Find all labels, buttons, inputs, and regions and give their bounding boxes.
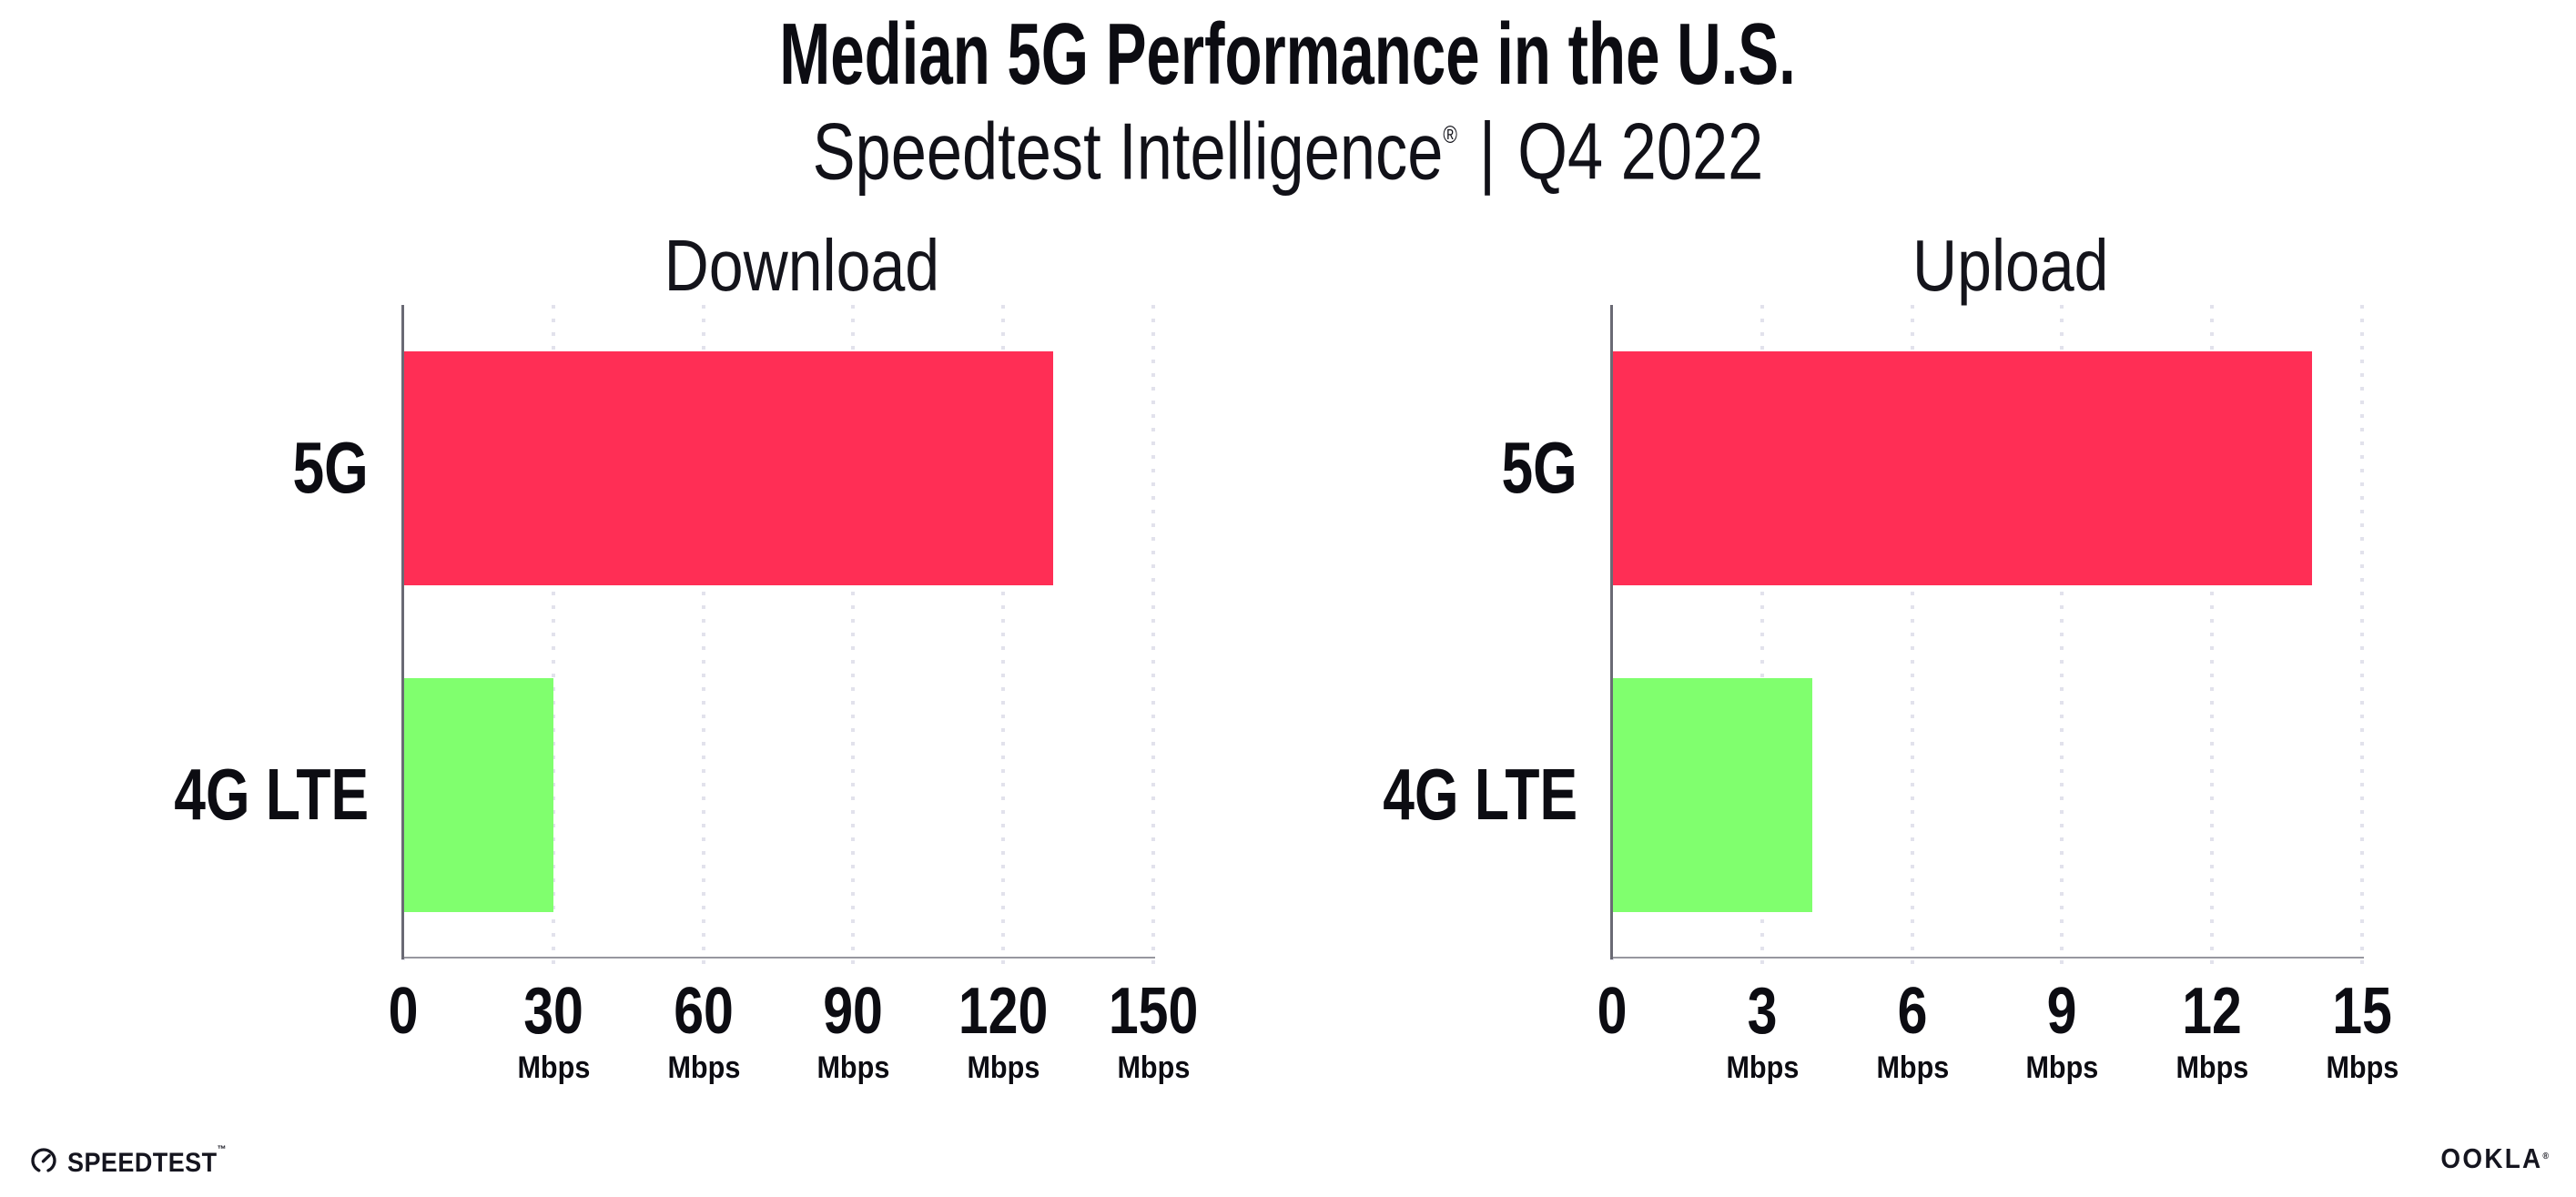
x-tick-unit-150: Mbps [1117, 1050, 1190, 1085]
download-chart: Download 0 30 Mbps 60 Mbps 90 Mbps 120 Mbps 150 Mb… [174, 0, 1268, 1197]
y-axis-line [401, 305, 404, 959]
x-tick-label-12: 12 [2182, 975, 2242, 1048]
x-tick-unit-30: Mbps [517, 1050, 590, 1085]
speedtest-logo: SPEEDTEST™ [29, 1140, 244, 1182]
speedtest-wordmark: SPEEDTEST™ [67, 1143, 227, 1178]
category-label-5g: 5G [292, 427, 369, 508]
x-tick-label-150: 150 [1108, 975, 1199, 1048]
gridline-3 [1760, 305, 1764, 969]
page-title-text: Median 5G Performance in the U.S. [779, 5, 1797, 103]
x-tick-label-90: 90 [823, 975, 883, 1048]
gridline-15 [2360, 305, 2364, 969]
page-subtitle: Speedtest Intelligence® | Q4 2022 [0, 98, 2576, 196]
x-tick-unit-120: Mbps [967, 1050, 1040, 1085]
x-tick-label-30: 30 [523, 975, 583, 1048]
page-title: Median 5G Performance in the U.S. [0, 7, 2576, 102]
x-axis-line [403, 957, 1155, 959]
gridline-60 [702, 305, 705, 969]
speedtest-gauge-icon [31, 1148, 56, 1173]
axis-tick-0 [401, 957, 405, 969]
gridline-9 [2060, 305, 2064, 969]
download-chart-title: Download [664, 225, 940, 306]
bar-4g-lte [1612, 678, 1812, 912]
upload-chart-title: Upload [1912, 225, 2109, 306]
x-tick-label-3: 3 [1747, 975, 1778, 1048]
gridline-30 [552, 305, 555, 969]
x-tick-label-15: 15 [2332, 975, 2392, 1048]
x-tick-unit-15: Mbps [2326, 1050, 2399, 1085]
subtitle-separator: | [1478, 106, 1496, 197]
category-label-4g-lte: 4G LTE [174, 754, 369, 835]
registered-mark-icon: ® [1443, 120, 1457, 148]
axis-tick-0 [1610, 957, 1614, 969]
trademark-icon: ™ [217, 1143, 227, 1155]
x-tick-label-0: 0 [1597, 975, 1628, 1048]
gridline-90 [851, 305, 855, 969]
bar-5g [1612, 351, 2312, 585]
gridline-150 [1151, 305, 1155, 969]
x-tick-unit-12: Mbps [2175, 1050, 2248, 1085]
x-tick-unit-60: Mbps [667, 1050, 740, 1085]
y-axis-line [1610, 305, 1613, 959]
category-label-4g-lte: 4G LTE [1383, 754, 1577, 835]
upload-plot-area: 0 3 Mbps 6 Mbps 9 Mbps 12 Mbps 15 Mbps 5G 4G LTE [1383, 305, 2399, 1085]
subtitle-period: Q4 2022 [1517, 106, 1764, 197]
bar-5g [403, 351, 1053, 585]
category-label-5g: 5G [1501, 427, 1577, 508]
x-tick-unit-90: Mbps [816, 1050, 889, 1085]
bar-4g-lte [403, 678, 553, 912]
gridline-120 [1001, 305, 1005, 969]
registered-mark-icon: ® [2542, 1151, 2551, 1161]
x-tick-unit-9: Mbps [2025, 1050, 2098, 1085]
page-subtitle-text: Speedtest Intelligence® | Q4 2022 [813, 98, 1764, 196]
x-tick-label-6: 6 [1897, 975, 1928, 1048]
x-tick-label-120: 120 [958, 975, 1049, 1048]
x-axis-line [1612, 957, 2364, 959]
download-plot-area: 0 30 Mbps 60 Mbps 90 Mbps 120 Mbps 150 Mbps 5G 4G LT… [174, 305, 1198, 1085]
x-tick-label-60: 60 [674, 975, 734, 1048]
ookla-wordmark: OOKLA® [2440, 1141, 2551, 1174]
ookla-logo: OOKLA® [2429, 1143, 2551, 1180]
x-tick-label-0: 0 [388, 975, 419, 1048]
x-tick-label-9: 9 [2046, 975, 2077, 1048]
x-tick-unit-3: Mbps [1726, 1050, 1799, 1085]
gridline-6 [1911, 305, 1914, 969]
gridline-12 [2210, 305, 2214, 969]
x-tick-unit-6: Mbps [1876, 1050, 1949, 1085]
subtitle-brand: Speedtest Intelligence [812, 106, 1444, 197]
upload-chart: Upload 0 3 Mbps 6 Mbps 9 Mbps 12 Mbps 15 Mbps 5G 4G … [1383, 0, 2477, 1197]
